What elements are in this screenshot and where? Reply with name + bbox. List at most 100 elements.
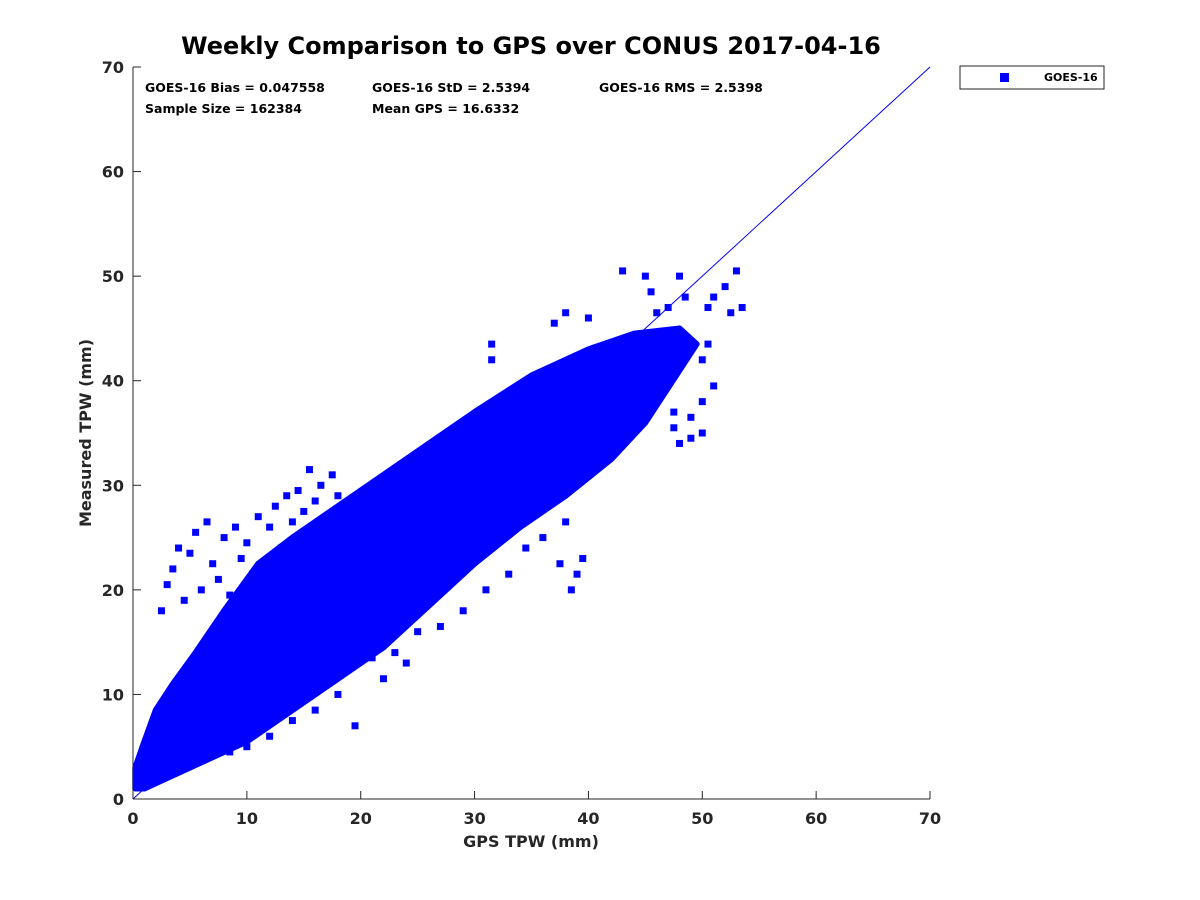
identity-line [132,66,931,800]
scatter-point [710,382,718,390]
scatter-point [459,607,467,615]
scatter-point [641,272,649,280]
scatter-point [180,596,188,604]
x-tick-label: 30 [463,809,485,828]
x-tick-label: 50 [691,809,713,828]
scatter-point [738,304,746,312]
scatter-point [254,711,262,719]
scatter-point [283,492,291,500]
scatter-point [209,560,217,568]
scatter-point [488,340,496,348]
scatter-point [402,659,410,667]
scatter-point [698,429,706,437]
scatter-point [226,748,234,756]
scatter-point [214,575,222,583]
x-tick-label: 20 [350,809,372,828]
scatter-point [226,591,234,599]
scatter-point [414,628,422,636]
scatter-point [334,492,342,500]
scatter-point [277,696,285,704]
scatter-point [317,481,325,489]
scatter-point [300,507,308,515]
scatter-point [698,356,706,364]
bias-annotation: GOES-16 Bias = 0.047558 [145,80,325,95]
scatter-point [300,690,308,698]
std-annotation: GOES-16 StD = 2.5394 [372,80,530,95]
scatter-point [721,283,729,291]
scatter-point [243,539,251,547]
scatter-point [704,340,712,348]
y-tick-label: 20 [102,581,124,600]
scatter-point [169,565,177,573]
scatter-point [710,293,718,301]
scatter-point [505,570,513,578]
scatter-point [704,304,712,312]
scatter-point [379,675,387,683]
legend-label-goes16: GOES-16 [1044,71,1098,84]
y-tick-label: 40 [102,372,124,391]
scatter-point [271,502,279,510]
scatter-point [698,398,706,406]
x-axis-ticks: 0 10 20 30 40 50 60 70 [127,791,941,828]
scatter-point [556,560,564,568]
x-tick-label: 60 [805,809,827,828]
scatter-point [681,293,689,301]
scatter-point [345,664,353,672]
scatter-point [562,309,570,317]
y-axis-label: Measured TPW (mm) [76,339,95,527]
scatter-point [157,607,165,615]
scatter-point [550,319,558,327]
scatter-point [197,586,205,594]
scatter-point [328,471,336,479]
scatter-point [351,722,359,730]
legend: GOES-16 [959,65,1105,90]
sample-size-annotation: Sample Size = 162384 [145,101,302,116]
x-tick-label: 10 [236,809,258,828]
scatter-point [220,534,228,542]
scatter-point [163,581,171,589]
scatter-point [573,570,581,578]
scatter-point [687,434,695,442]
y-tick-label: 10 [102,685,124,704]
y-axis-ticks: 0 10 20 30 40 50 60 70 [102,58,141,809]
rms-annotation: GOES-16 RMS = 2.5398 [599,80,763,95]
scatter-point [670,408,678,416]
scatter-point [482,586,490,594]
scatter-point [288,717,296,725]
scatter-point [391,649,399,657]
plot-data-layer [132,267,746,792]
scatter-point [488,356,496,364]
scatter-point [192,528,200,536]
x-tick-label: 40 [577,809,599,828]
scatter-point [323,513,331,521]
scatter-point [670,424,678,432]
y-tick-label: 50 [102,267,124,286]
scatter-point [676,272,684,280]
scatter-point [653,309,661,317]
scatter-point [562,518,570,526]
scatter-point [254,513,262,521]
scatter-point [584,314,592,322]
scatter-point [260,565,268,573]
scatter-point [579,554,587,562]
x-axis-label: GPS TPW (mm) [463,832,599,851]
scatter-point [237,554,245,562]
scatter-point [277,544,285,552]
scatter-point [727,309,735,317]
scatter-point [522,544,530,552]
scatter-point [676,439,684,447]
mean-gps-annotation: Mean GPS = 16.6332 [372,101,519,116]
legend-marker-square-icon [1000,73,1009,82]
scatter-point [243,743,251,751]
y-tick-label: 0 [113,790,124,809]
scatter-point [334,690,342,698]
scatter-point [231,523,239,531]
x-tick-label: 0 [127,809,138,828]
scatter-point [436,622,444,630]
scatter-point [368,654,376,662]
x-tick-label: 70 [919,809,941,828]
scatter-point [294,487,302,495]
scatter-point [305,466,313,474]
scatter-point [249,570,257,578]
